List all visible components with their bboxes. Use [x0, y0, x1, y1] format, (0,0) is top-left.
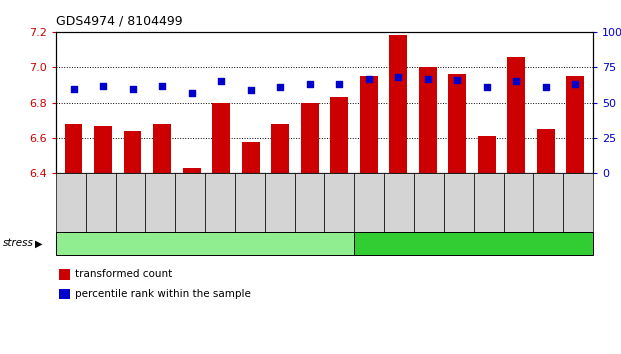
Text: high nickel exposure: high nickel exposure [420, 238, 528, 249]
Text: GSM992705: GSM992705 [426, 180, 432, 225]
Bar [242, 142, 260, 173]
Bar [566, 76, 584, 173]
Point [216, 79, 226, 84]
Point [305, 81, 315, 87]
Text: GSM992694: GSM992694 [97, 180, 104, 225]
Bar [301, 103, 319, 173]
Bar [65, 124, 83, 173]
Text: GSM992702: GSM992702 [337, 180, 342, 225]
Text: GSM992697: GSM992697 [187, 180, 193, 225]
Text: GSM992704: GSM992704 [396, 180, 402, 225]
Point [570, 81, 580, 87]
Text: GSM992700: GSM992700 [277, 180, 283, 225]
Point [128, 86, 138, 91]
Bar [507, 57, 525, 173]
Point [482, 84, 492, 90]
Text: transformed count: transformed count [75, 269, 173, 279]
Point [157, 83, 167, 88]
Bar [360, 76, 378, 173]
Point [452, 77, 462, 83]
Bar [94, 126, 112, 173]
Point [334, 81, 344, 87]
Text: GSM992701: GSM992701 [307, 180, 312, 225]
Bar [183, 168, 201, 173]
Point [246, 87, 256, 93]
Point [541, 84, 551, 90]
Text: GSM992710: GSM992710 [575, 180, 581, 225]
Text: ▶: ▶ [35, 238, 42, 249]
Text: percentile rank within the sample: percentile rank within the sample [75, 289, 251, 299]
Bar [448, 74, 466, 173]
Text: low nickel exposure: low nickel exposure [153, 238, 256, 249]
Bar [537, 129, 555, 173]
Point [69, 86, 79, 91]
Point [275, 84, 285, 90]
Text: stress: stress [3, 238, 34, 249]
Text: GSM992699: GSM992699 [247, 180, 253, 225]
Text: GSM992695: GSM992695 [127, 180, 134, 225]
Bar [212, 103, 230, 173]
Point [393, 74, 403, 80]
Bar [124, 131, 142, 173]
Text: GSM992709: GSM992709 [545, 180, 551, 225]
Text: GSM992708: GSM992708 [515, 180, 522, 225]
Point [423, 76, 433, 81]
Bar [419, 67, 437, 173]
Bar [271, 124, 289, 173]
Text: GSM992707: GSM992707 [486, 180, 492, 225]
Text: GSM992698: GSM992698 [217, 180, 223, 225]
Text: GDS4974 / 8104499: GDS4974 / 8104499 [56, 14, 183, 27]
Text: GSM992693: GSM992693 [68, 180, 74, 225]
Text: GSM992706: GSM992706 [456, 180, 462, 225]
Bar [153, 124, 171, 173]
Point [364, 76, 374, 81]
Point [98, 83, 108, 88]
Text: GSM992703: GSM992703 [366, 180, 372, 225]
Point [187, 90, 197, 96]
Text: GSM992696: GSM992696 [157, 180, 163, 225]
Bar [389, 35, 407, 173]
Point [511, 79, 521, 84]
Bar [330, 97, 348, 173]
Bar [478, 136, 496, 173]
